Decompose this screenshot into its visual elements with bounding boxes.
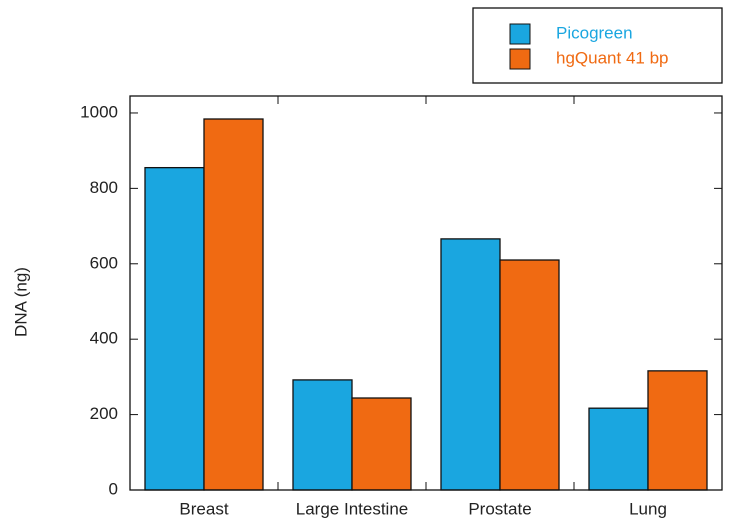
legend-swatch <box>509 23 531 45</box>
y-tick-label: 600 <box>90 253 118 272</box>
y-tick-label: 200 <box>90 404 118 423</box>
legend-swatch <box>509 48 531 70</box>
y-tick-label: 0 <box>109 479 118 498</box>
legend-box <box>472 7 723 84</box>
plot-frame <box>129 95 723 491</box>
y-tick-label: 800 <box>90 178 118 197</box>
bar <box>440 238 501 491</box>
legend-label: Picogreen <box>556 23 633 42</box>
y-tick-label: 400 <box>90 329 118 348</box>
bar <box>588 407 649 491</box>
x-tick-label: Prostate <box>468 499 531 518</box>
legend-label: hgQuant 41 bp <box>556 48 668 67</box>
bar <box>292 379 353 491</box>
bar <box>203 118 264 491</box>
y-axis-label: DNA (ng) <box>11 267 30 337</box>
bar <box>499 259 560 491</box>
bar <box>144 166 205 491</box>
y-tick-label: 1000 <box>80 102 118 121</box>
bar <box>351 397 412 491</box>
x-tick-label: Breast <box>179 499 228 518</box>
x-tick-label: Lung <box>629 499 667 518</box>
x-tick-label: Large Intestine <box>296 499 408 518</box>
bar <box>647 370 708 491</box>
